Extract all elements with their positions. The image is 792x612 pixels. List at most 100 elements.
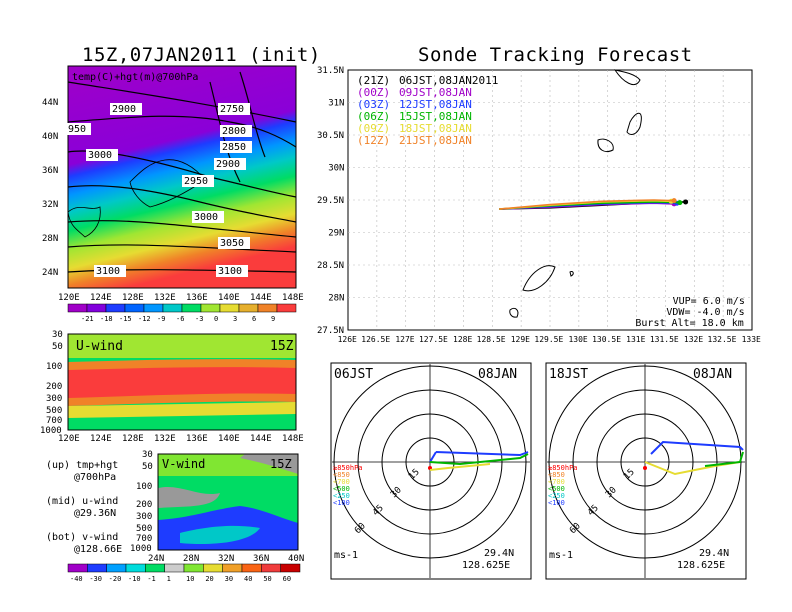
bot-ytick-label: 300 <box>136 512 152 522</box>
bot-ytick-label: 700 <box>136 534 152 544</box>
mid-xtick-label: 148E <box>282 434 304 444</box>
contour-label-bg <box>214 158 246 170</box>
colorbar-swatch <box>200 303 221 313</box>
colorbar-swatch <box>162 303 183 313</box>
track-ytick-label: 31.5N <box>317 66 344 76</box>
v-colorbar-tick: 40 <box>244 575 252 583</box>
colorbar-swatch <box>276 303 297 313</box>
polar-ring <box>620 437 670 487</box>
top-xtick-label: 120E <box>58 293 80 303</box>
colorbar-swatch <box>181 303 202 313</box>
colorbar-swatch <box>257 303 278 313</box>
top-xtick-label: 132E <box>154 293 176 303</box>
track-xtick-label: 130.5E <box>592 335 621 344</box>
polar-ring <box>596 413 694 511</box>
track-xtick-label: 131E <box>626 335 645 344</box>
polar-level-label: <850 <box>548 471 565 479</box>
top-xtick-label: 144E <box>250 293 272 303</box>
polar-left-date: 08JAN <box>478 367 517 382</box>
polar-level-label: ≥850hPa <box>548 464 578 472</box>
contour-label: 3000 <box>88 150 112 161</box>
v-colorbar-swatch <box>67 563 88 573</box>
track-endpoint <box>683 199 689 205</box>
u-wind-label: U-wind <box>76 339 123 354</box>
contour-label: 2900 <box>112 104 136 115</box>
track-xtick-label: 127E <box>395 335 414 344</box>
v-colorbar-tick: 1 <box>167 575 171 583</box>
v-colorbar-swatch <box>203 563 223 573</box>
polar-origin <box>643 466 647 470</box>
bot-xtick-label: 40N <box>288 554 304 564</box>
note-mid-b: @29.36N <box>74 508 117 519</box>
mid-ytick-label: 500 <box>46 406 62 416</box>
v-colorbar-swatch <box>261 563 281 573</box>
polar-right-lon: 128.625E <box>677 560 725 571</box>
bot-xtick-label: 32N <box>218 554 234 564</box>
top-xtick-label: 140E <box>218 293 240 303</box>
mid-xtick-label: 132E <box>154 434 176 444</box>
v-colorbar-swatch <box>183 563 204 573</box>
track-ytick-label: 30.5N <box>317 131 344 141</box>
track-series-line <box>499 199 675 210</box>
colorbar-tick: 0 <box>214 315 218 323</box>
colorbar-tick: -6 <box>176 315 184 323</box>
note-bot-a: (bot) v-wind <box>46 532 119 543</box>
v-colorbar-tick: 20 <box>205 575 213 583</box>
v-colorbar-tick: 30 <box>225 575 233 583</box>
top-xtick-label: 124E <box>90 293 112 303</box>
colorbar-tick: -21 <box>81 315 94 323</box>
bot-ytick-label: 30 <box>142 450 153 460</box>
v-colorbar-swatch <box>125 563 146 573</box>
track-xtick-label: 132.5E <box>708 335 737 344</box>
v-colorbar-tick: 50 <box>263 575 271 583</box>
left-title: 15Z,07JAN2011 (init) <box>82 44 321 66</box>
track-xtick-label: 127.5E <box>419 335 448 344</box>
mid-ytick-label: 200 <box>46 382 62 392</box>
forecast-code: (06Z) <box>357 110 390 123</box>
forecast-code: (12Z) <box>357 134 390 147</box>
top-xtick-label: 128E <box>122 293 144 303</box>
track-ytick-label: 29N <box>328 229 344 239</box>
track-xtick-label: 126.5E <box>361 335 390 344</box>
mid-xtick-label: 128E <box>122 434 144 444</box>
top-panel-label: temp(C)+hgt(m)@700hPa <box>72 72 198 83</box>
track-xtick-label: 129.5E <box>534 335 563 344</box>
temp-height-map: 24N 28N 32N 36N 40N 44N 120E 124E 128E 132E 136E 1… <box>42 65 304 323</box>
mid-xtick-label: 120E <box>58 434 80 444</box>
bot-ytick-label: 50 <box>142 462 153 472</box>
polar-level-label: <500 <box>333 485 350 493</box>
bot-ytick-label: 200 <box>136 500 152 510</box>
contour-label: 3000 <box>194 212 218 223</box>
v-colorbar-swatch <box>164 563 185 573</box>
mid-ytick-label: 50 <box>52 342 63 352</box>
forecast-code: (21Z) <box>357 74 390 87</box>
v-colorbar-swatch <box>280 563 301 573</box>
v-colorbar-tick: 10 <box>186 575 194 583</box>
v-colorbar-tick: -10 <box>128 575 141 583</box>
contour-label-bg <box>218 237 250 249</box>
polar-ring <box>357 389 503 535</box>
colorbar-swatch <box>238 303 259 313</box>
polar-level-label: <850 <box>333 471 350 479</box>
track-ytick-label: 30N <box>328 164 344 174</box>
contour-label-bg <box>218 103 250 115</box>
polar-right-unit: ms-1 <box>549 550 573 561</box>
mid-ytick-label: 100 <box>46 362 62 372</box>
bot-ytick-label: 500 <box>136 524 152 534</box>
track-xtick-label: 132E <box>684 335 703 344</box>
colorbar-tick: 3 <box>233 315 237 323</box>
v-colorbar: -40 -30 -20 -10 -1 1 10 20 30 40 50 60 <box>67 563 301 583</box>
colorbar-tick: -3 <box>195 315 203 323</box>
contour-label-bg <box>66 123 91 135</box>
colorbar-tick: -15 <box>119 315 132 323</box>
contour-label: 3100 <box>218 266 242 277</box>
track-ytick-label: 31N <box>328 99 344 109</box>
polar-level-label: <250 <box>333 492 350 500</box>
v-colorbar-tick: -30 <box>89 575 102 583</box>
forecast-code: (03Z) <box>357 98 390 111</box>
u-wind-time: 15Z <box>270 339 294 354</box>
top-xtick-label: 136E <box>186 293 208 303</box>
